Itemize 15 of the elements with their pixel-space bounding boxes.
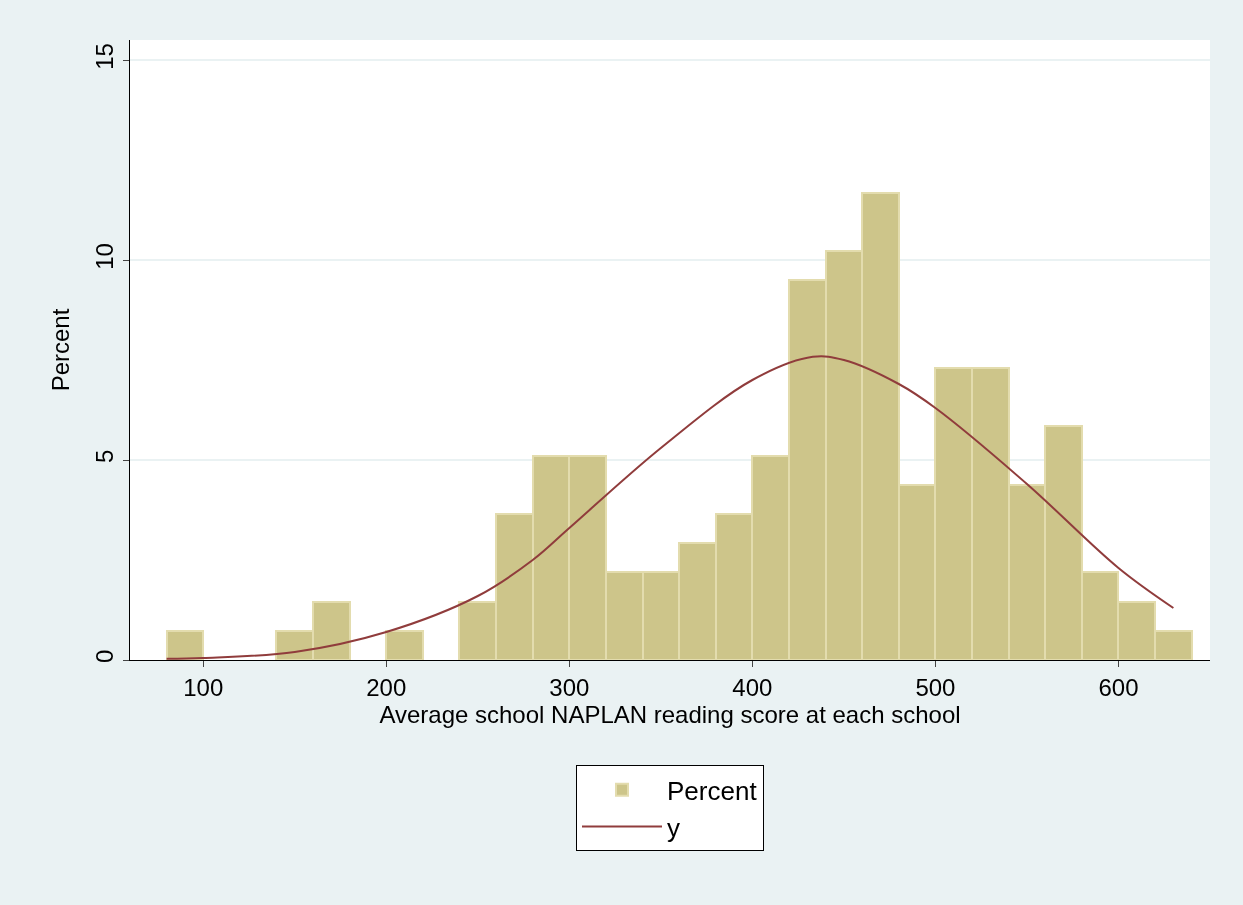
legend-label: y (667, 812, 680, 843)
legend-label: Percent (667, 775, 758, 806)
y-tick-label: 0 (91, 649, 119, 664)
y-tick-label: 10 (91, 243, 119, 270)
y-tick-label: 15 (91, 43, 119, 70)
line-series (165, 355, 1175, 660)
y-tick-label: 5 (91, 449, 119, 464)
x-tick-label: 400 (732, 673, 773, 701)
y-axis-title: Percent (46, 308, 74, 392)
x-tick-label: 500 (915, 673, 956, 701)
x-tick-label: 100 (183, 673, 224, 701)
x-tick-label: 200 (366, 673, 407, 701)
x-axis-title: Average school NAPLAN reading score at each school (379, 700, 961, 728)
x-tick-label: 600 (1098, 673, 1139, 701)
x-tick-label: 300 (549, 673, 590, 701)
